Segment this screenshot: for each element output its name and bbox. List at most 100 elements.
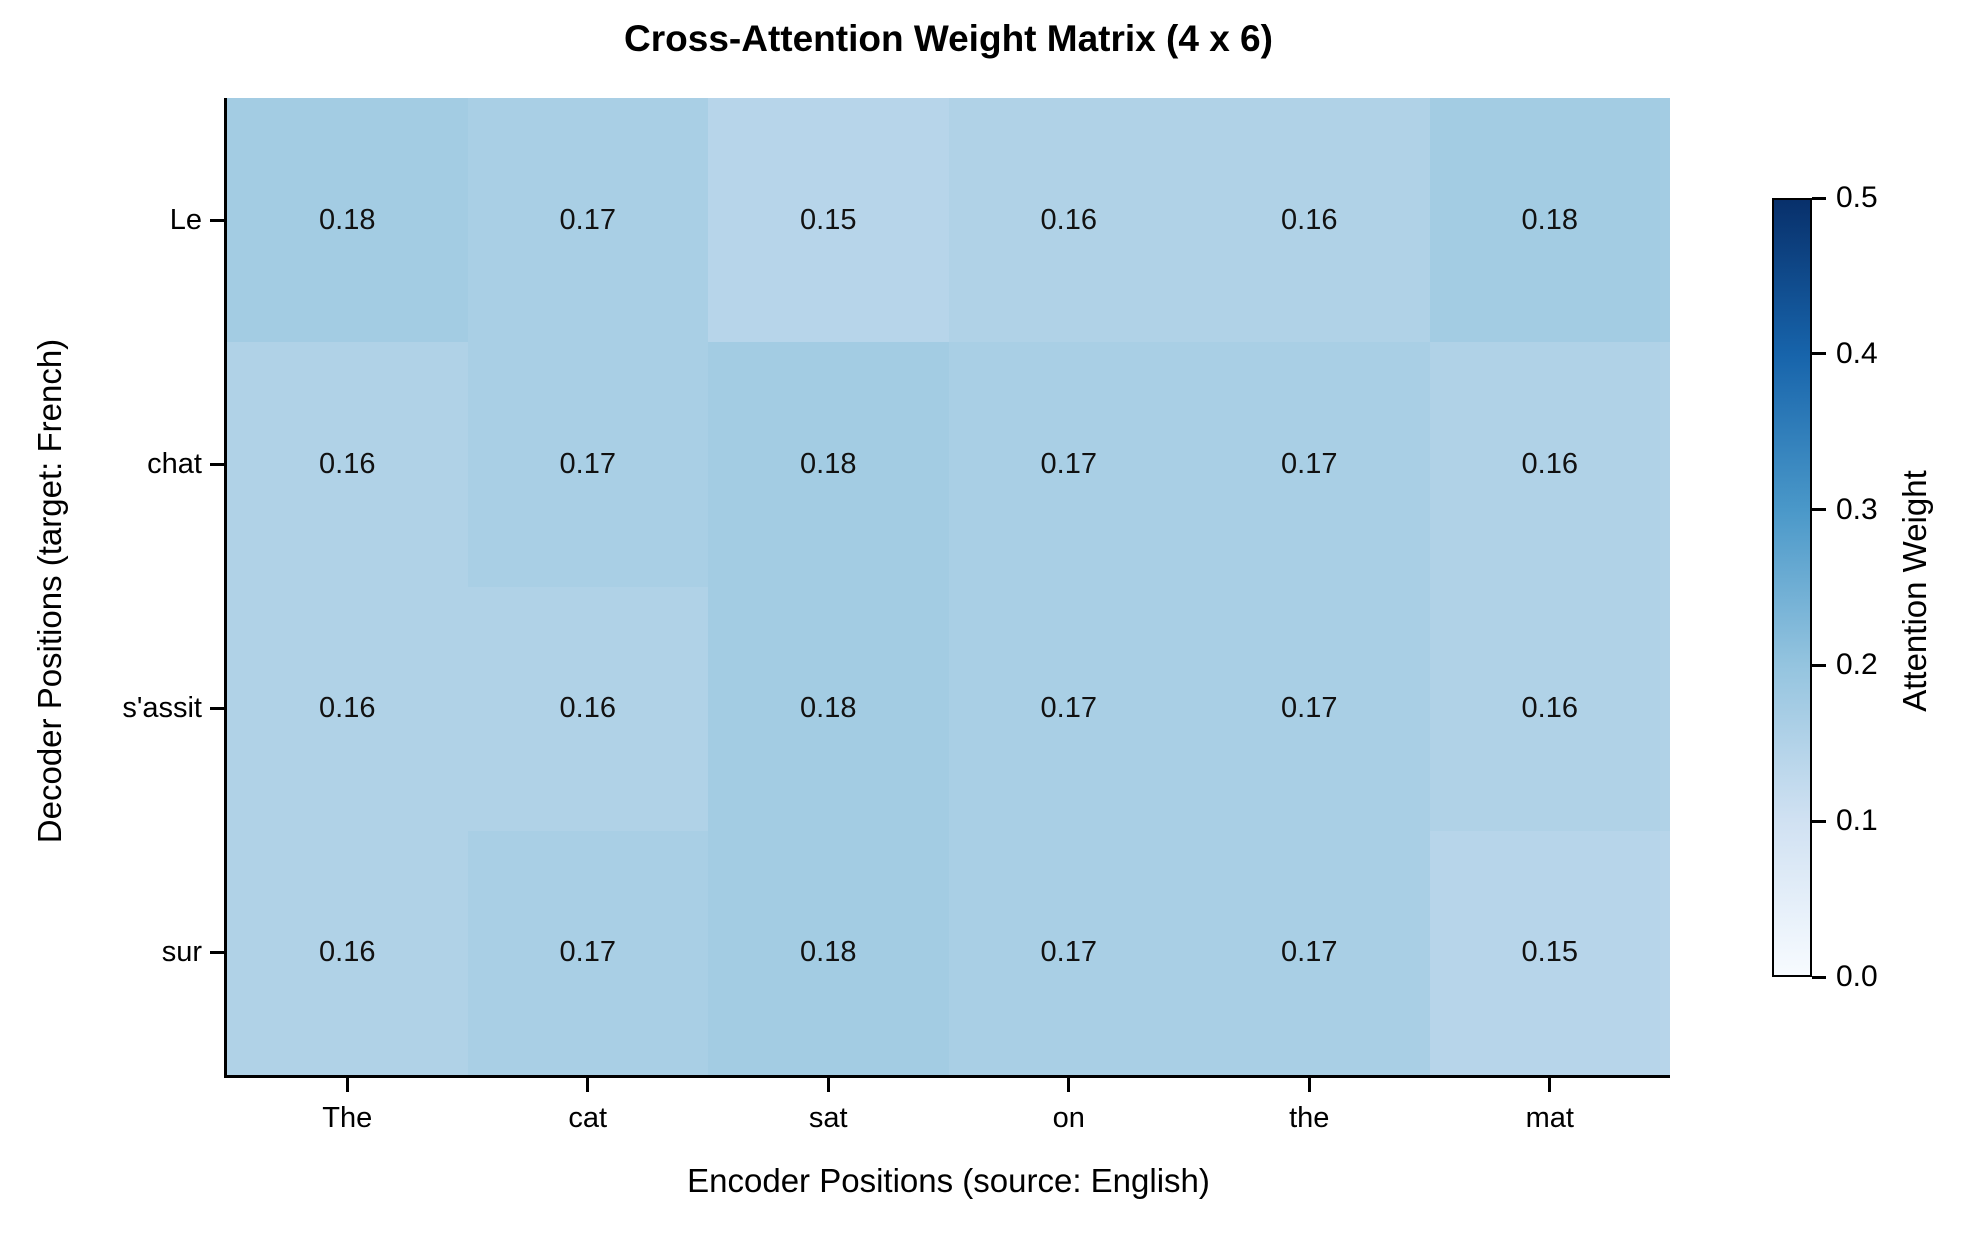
heatmap-cell[interactable]: 0.17: [948, 586, 1189, 831]
cell-value: 0.17: [1040, 936, 1097, 969]
colorbar-tick-label: 0.1: [1836, 804, 1878, 838]
x-tick: sat: [708, 1078, 949, 1135]
cell-value: 0.18: [800, 447, 857, 480]
y-tick: chat: [0, 342, 224, 586]
heatmap-cell[interactable]: 0.17: [948, 342, 1189, 587]
x-tick-label: mat: [1525, 1102, 1574, 1134]
x-tick: on: [949, 1078, 1190, 1135]
cell-value: 0.16: [1521, 692, 1578, 725]
colorbar-tick: 0.0: [1812, 960, 1878, 994]
cell-value: 0.16: [319, 692, 376, 725]
colorbar-tick-mark: [1812, 196, 1826, 200]
x-tick-mark: [1067, 1078, 1071, 1092]
colorbar-label: Attention Weight: [1896, 470, 1933, 712]
colorbar-tick: 0.3: [1812, 493, 1878, 527]
heatmap-cell[interactable]: 0.17: [467, 830, 708, 1075]
colorbar-tick-label: 0.0: [1836, 960, 1878, 993]
heatmap-cell[interactable]: 0.16: [1429, 586, 1670, 831]
y-tick-label: s'assit: [122, 692, 202, 725]
x-tick-mark: [1548, 1078, 1552, 1092]
colorbar-tick: 0.5: [1812, 181, 1878, 215]
heatmap-cell[interactable]: 0.17: [1189, 586, 1430, 831]
cell-value: 0.17: [1281, 447, 1338, 480]
heatmap-cell[interactable]: 0.16: [1429, 342, 1670, 587]
heatmap-cell[interactable]: 0.16: [227, 586, 468, 831]
cell-value: 0.18: [1521, 203, 1578, 236]
y-tick: sur: [0, 831, 224, 1075]
x-tick: mat: [1430, 1078, 1671, 1135]
x-tick: cat: [468, 1078, 709, 1135]
heatmap-cell[interactable]: 0.17: [948, 830, 1189, 1075]
y-tick-labels: Le chat s'assit sur: [0, 98, 224, 1075]
heatmap-cell[interactable]: 0.17: [467, 98, 708, 343]
cell-value: 0.15: [1521, 936, 1578, 969]
colorbar-tick-mark: [1812, 352, 1826, 356]
x-tick-mark: [1307, 1078, 1311, 1092]
colorbar-tick-labels: 0.5 0.4 0.3 0.2 0.1 0.0: [1812, 181, 1932, 993]
colorbar-tick: 0.4: [1812, 337, 1878, 371]
heatmap-cell[interactable]: 0.15: [1429, 830, 1670, 1075]
heatmap-cell[interactable]: 0.17: [1189, 342, 1430, 587]
x-tick-mark: [826, 1078, 830, 1092]
x-tick-label: the: [1289, 1102, 1330, 1134]
y-tick: s'assit: [0, 587, 224, 831]
y-tick-label: Le: [169, 203, 202, 236]
colorbar-tick-label: 0.3: [1836, 492, 1878, 526]
x-axis-label: Encoder Positions (source: English): [687, 1162, 1210, 1199]
heatmap-cell[interactable]: 0.16: [948, 98, 1189, 343]
colorbar-tick-label: 0.2: [1836, 648, 1878, 682]
colorbar-tick-label: 0.4: [1836, 336, 1878, 370]
colorbar-tick-mark: [1812, 508, 1826, 512]
heatmap-cell[interactable]: 0.18: [708, 586, 949, 831]
cell-value: 0.18: [319, 203, 376, 236]
x-tick-mark: [345, 1078, 349, 1092]
y-axis-label: Decoder Positions (target: French): [31, 338, 68, 844]
heatmap-cell[interactable]: 0.16: [227, 830, 468, 1075]
colorbar-tick-mark: [1812, 819, 1826, 823]
heatmap-cell[interactable]: 0.17: [1189, 830, 1430, 1075]
heatmap-cell[interactable]: 0.16: [467, 586, 708, 831]
heatmap-cell[interactable]: 0.17: [467, 342, 708, 587]
colorbar-tick-mark: [1812, 663, 1826, 667]
colorbar: [1772, 198, 1812, 977]
x-tick-label: The: [322, 1102, 373, 1134]
heatmap-cell[interactable]: 0.18: [708, 342, 949, 587]
cell-value: 0.17: [559, 447, 616, 480]
colorbar-tick-label: 0.5: [1836, 181, 1878, 214]
chart-title: Cross-Attention Weight Matrix (4 x 6): [624, 18, 1273, 59]
cell-value: 0.15: [800, 203, 857, 236]
cell-value: 0.16: [1521, 447, 1578, 480]
colorbar-tick-mark: [1812, 975, 1826, 979]
cell-value: 0.17: [1281, 692, 1338, 725]
cell-value: 0.16: [1040, 203, 1097, 236]
cell-value: 0.16: [319, 447, 376, 480]
cell-value: 0.16: [1281, 203, 1338, 236]
colorbar-tick: 0.1: [1812, 804, 1878, 838]
cell-value: 0.17: [1040, 447, 1097, 480]
cell-value: 0.17: [1040, 692, 1097, 725]
heatmap-cell[interactable]: 0.15: [708, 98, 949, 343]
heatmap-cell[interactable]: 0.18: [708, 830, 949, 1075]
cell-value: 0.16: [319, 936, 376, 969]
cell-value: 0.17: [559, 203, 616, 236]
heatmap-cell[interactable]: 0.18: [227, 98, 468, 343]
y-tick-label: chat: [147, 447, 202, 480]
y-tick-mark: [210, 462, 224, 466]
cell-value: 0.17: [1281, 936, 1338, 969]
x-tick-label: sat: [808, 1102, 848, 1134]
heatmap-cell[interactable]: 0.16: [1189, 98, 1430, 343]
heatmap-grid: 0.18 0.17 0.15 0.16 0.16 0.18 0.16 0.17 0.18 0.17…: [227, 98, 1670, 1075]
y-tick-mark: [210, 951, 224, 955]
y-tick-mark: [210, 218, 224, 222]
x-tick: the: [1189, 1078, 1430, 1135]
y-tick-label: sur: [161, 936, 202, 969]
x-tick: The: [227, 1078, 468, 1135]
y-tick-mark: [210, 707, 224, 711]
cell-value: 0.18: [800, 936, 857, 969]
heatmap-cell[interactable]: 0.18: [1429, 98, 1670, 343]
x-tick-label: on: [1052, 1102, 1085, 1134]
heatmap-cell[interactable]: 0.16: [227, 342, 468, 587]
cell-value: 0.16: [559, 692, 616, 725]
y-tick: Le: [0, 98, 224, 342]
